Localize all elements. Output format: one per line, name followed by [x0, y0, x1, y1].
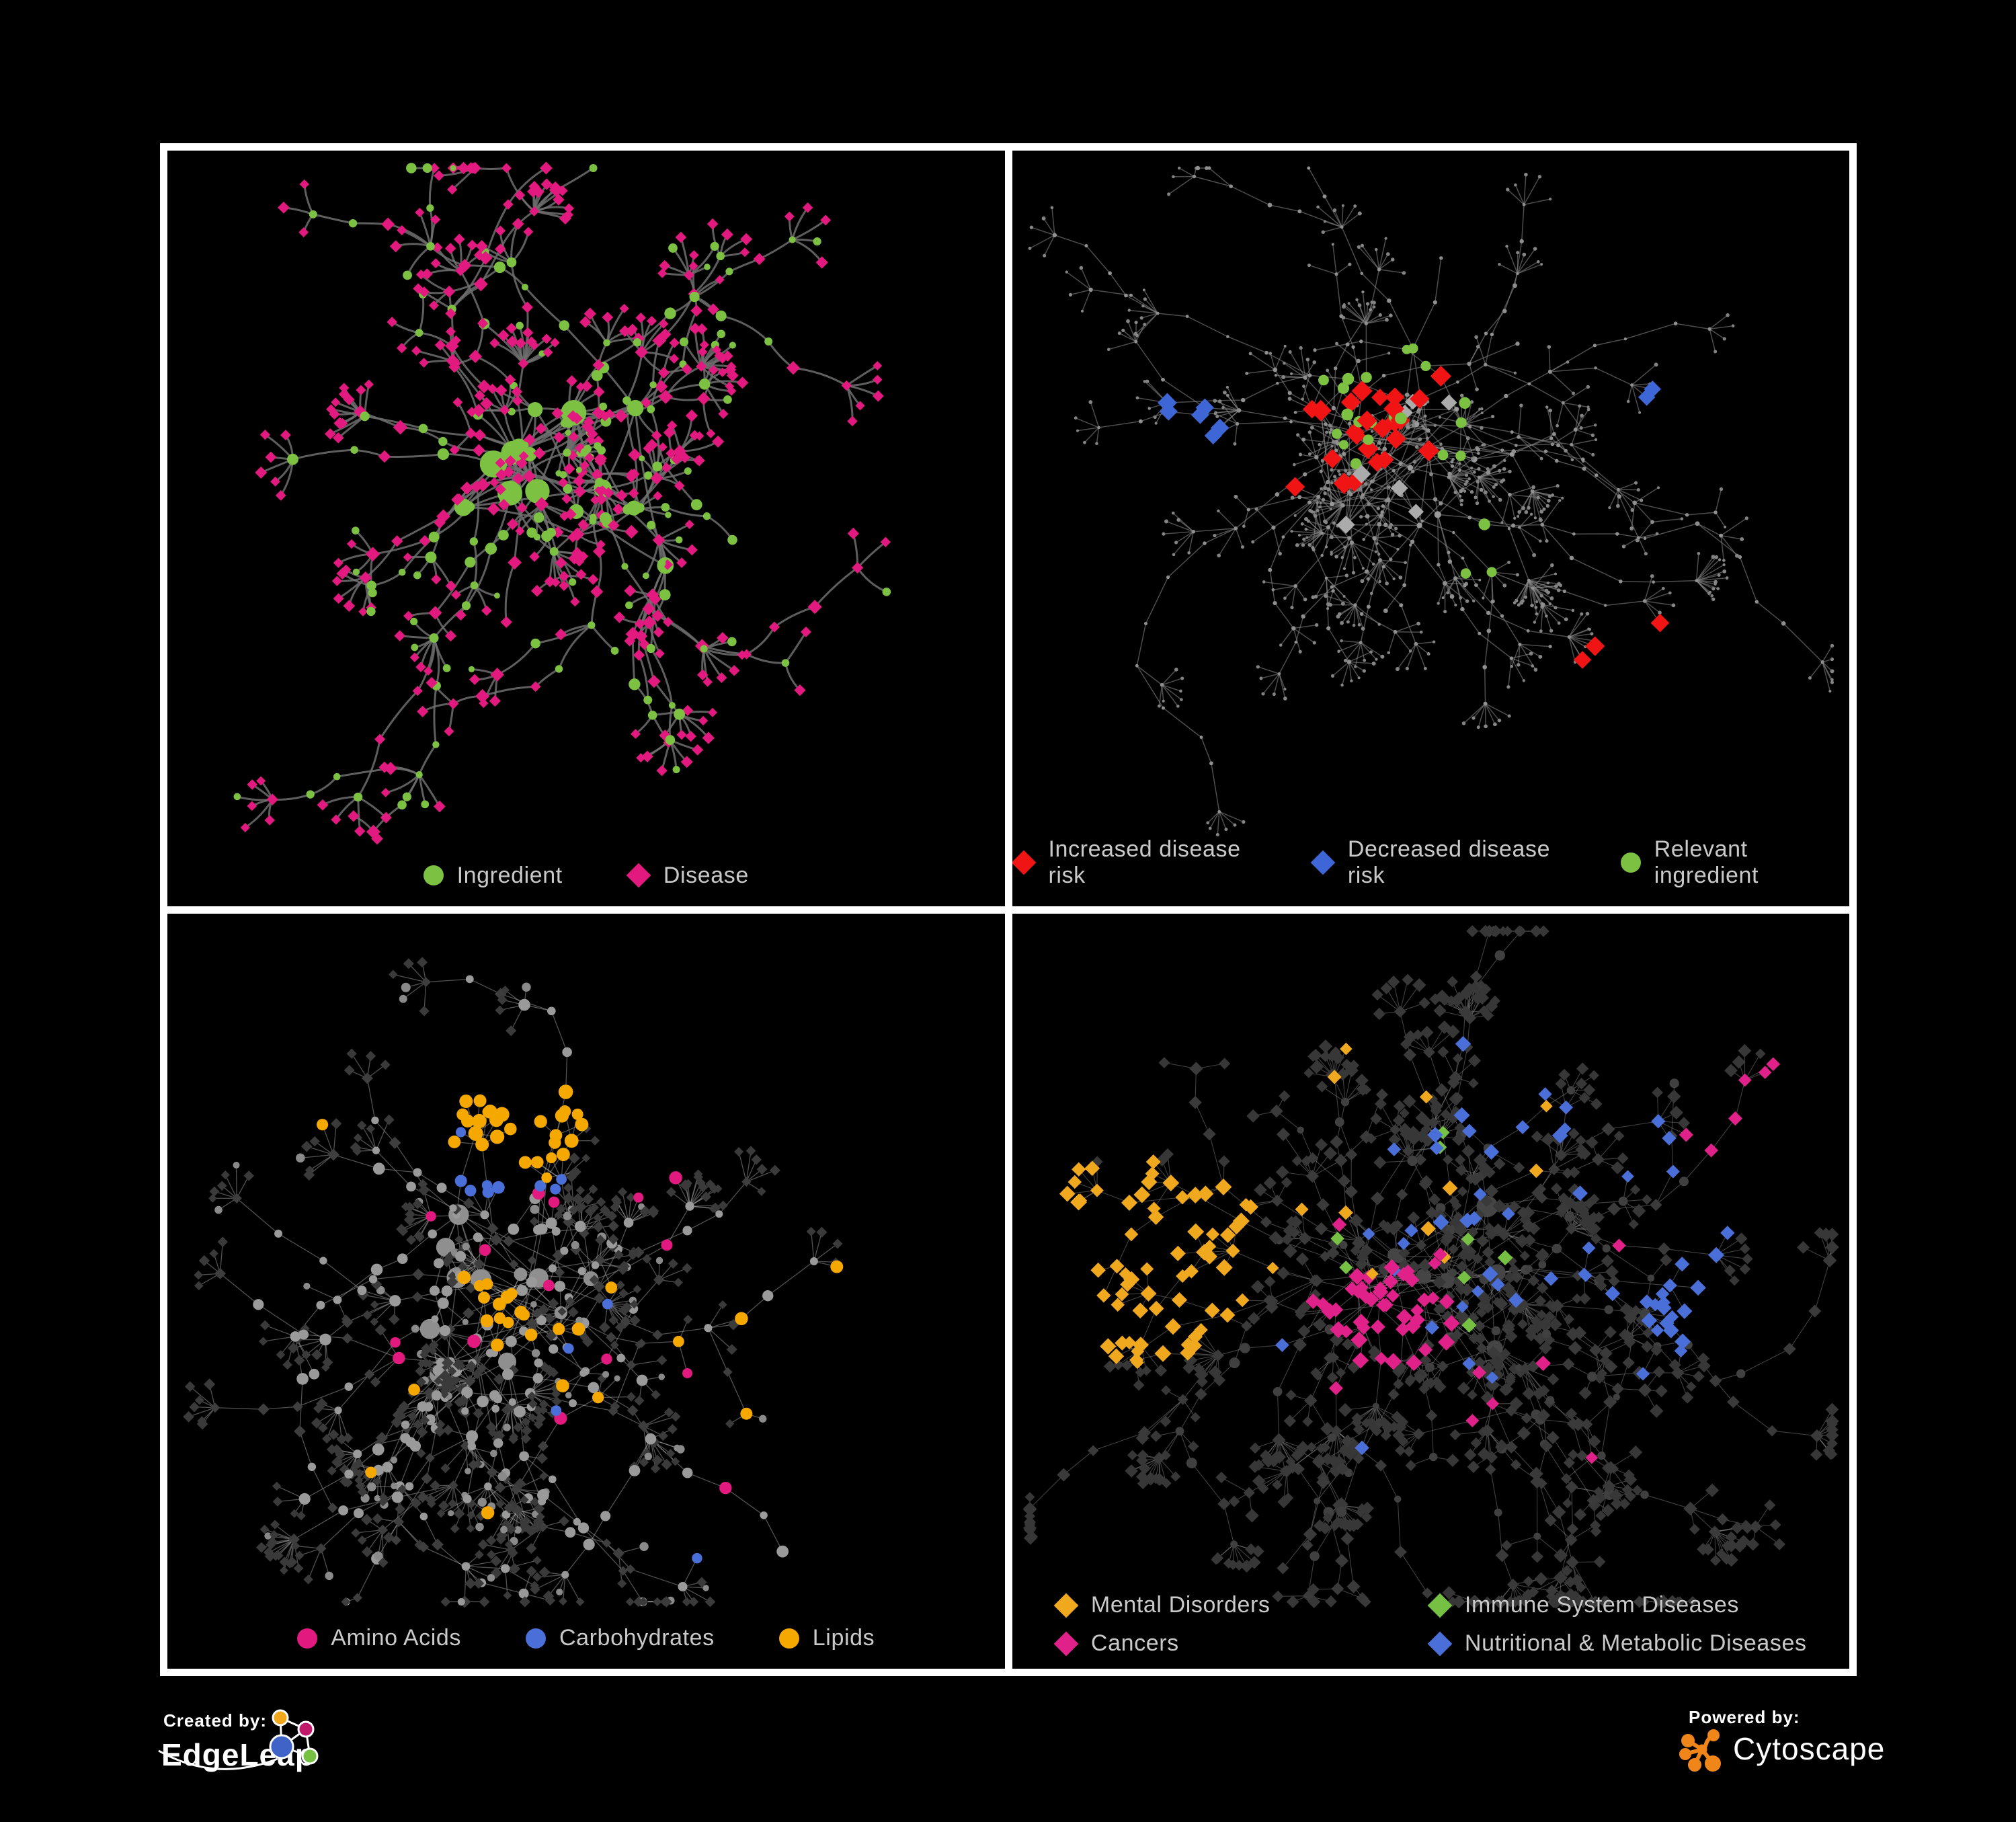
- legend-ingredient-disease: Ingredient Disease: [167, 863, 1005, 889]
- powered-by-label: Powered by:: [1689, 1707, 1800, 1727]
- legend-label: Carbohydrates: [559, 1625, 715, 1651]
- panel-nutrient-classes: Amino Acids Carbohydrates Lipids: [167, 914, 1005, 1669]
- cytoscape-brand-text: Cytoscape: [1733, 1731, 1885, 1766]
- legend-item-immune-system-diseases: Immune System Diseases: [1428, 1592, 1807, 1618]
- legend-label: Mental Disorders: [1091, 1592, 1271, 1618]
- legend-diamond-icon: [1012, 850, 1036, 875]
- panel-disease-classes: Mental Disorders Immune System Diseases …: [1012, 914, 1850, 1669]
- edgeleap-orange-node-icon: [273, 1710, 288, 1725]
- cytoscape-logo: Powered by: Cytoscape: [1674, 1704, 1990, 1798]
- cytoscape-icon: [1681, 1731, 1719, 1770]
- edgeleap-blue-node-icon: [270, 1735, 293, 1758]
- legend-circle-icon: [1621, 853, 1641, 873]
- legend-label: Lipids: [813, 1625, 875, 1651]
- network-ingredient-disease: [167, 151, 1005, 906]
- legend-label: Immune System Diseases: [1465, 1592, 1739, 1618]
- network-nutrient-classes: [167, 914, 1005, 1669]
- legend-label: Nutritional & Metabolic Diseases: [1465, 1630, 1807, 1657]
- legend-item-ingredient: Ingredient: [424, 863, 563, 889]
- legend-label: Amino Acids: [331, 1625, 461, 1651]
- network-disease-classes: [1012, 914, 1850, 1669]
- legend-label: Ingredient: [457, 863, 563, 889]
- legend-disease-classes: Mental Disorders Immune System Diseases …: [1012, 1592, 1850, 1657]
- legend-item-increased-risk: Increased disease risk: [1012, 836, 1274, 889]
- legend-item-relevant-ingredient: Relevant ingredient: [1621, 836, 1849, 889]
- figure-grid: Ingredient Disease Increased disease ris…: [160, 143, 1857, 1676]
- panel-disease-risk: Increased disease risk Decreased disease…: [1012, 151, 1850, 906]
- edgeleap-logo: Created by: EdgeLeap: [108, 1701, 390, 1822]
- legend-diamond-icon: [1054, 1593, 1079, 1618]
- legend-item-nutritional-metabolic-diseases: Nutritional & Metabolic Diseases: [1428, 1630, 1807, 1657]
- legend-label: Decreased disease risk: [1348, 836, 1583, 889]
- edgeleap-magenta-node-icon: [298, 1722, 313, 1737]
- legend-label: Disease: [663, 863, 749, 889]
- legend-diamond-icon: [1054, 1631, 1079, 1656]
- edgeleap-green-node-icon: [303, 1749, 317, 1764]
- legend-nutrient-classes: Amino Acids Carbohydrates Lipids: [167, 1625, 1005, 1651]
- legend-diamond-icon: [1310, 850, 1335, 875]
- legend-item-cancers: Cancers: [1055, 1630, 1364, 1657]
- legend-label: Relevant ingredient: [1654, 836, 1849, 889]
- network-disease-risk: [1012, 151, 1850, 906]
- legend-item-decreased-risk: Decreased disease risk: [1312, 836, 1583, 889]
- legend-circle-icon: [526, 1628, 546, 1649]
- legend-circle-icon: [297, 1628, 317, 1649]
- legend-item-lipids: Lipids: [779, 1625, 875, 1651]
- legend-item-disease: Disease: [627, 863, 749, 889]
- legend-disease-risk: Increased disease risk Decreased disease…: [1012, 836, 1850, 889]
- legend-diamond-icon: [1428, 1593, 1453, 1618]
- legend-circle-icon: [779, 1628, 799, 1649]
- panel-ingredient-disease: Ingredient Disease: [167, 151, 1005, 906]
- legend-diamond-icon: [1428, 1631, 1453, 1656]
- legend-label: Cancers: [1091, 1630, 1179, 1657]
- legend-circle-icon: [424, 865, 444, 885]
- legend-label: Increased disease risk: [1049, 836, 1274, 889]
- created-by-label: Created by:: [163, 1710, 267, 1731]
- legend-item-amino-acids: Amino Acids: [297, 1625, 461, 1651]
- legend-diamond-icon: [626, 863, 651, 888]
- legend-item-mental-disorders: Mental Disorders: [1055, 1592, 1364, 1618]
- legend-item-carbohydrates: Carbohydrates: [526, 1625, 715, 1651]
